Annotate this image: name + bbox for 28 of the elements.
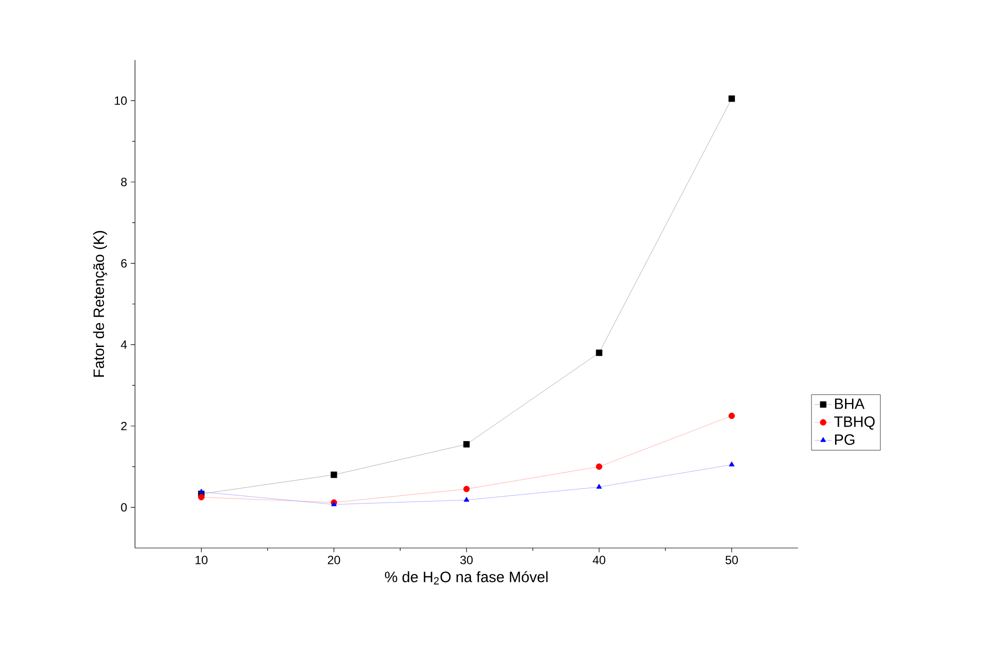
x-tick-label: 40 [592, 556, 606, 564]
point [330, 472, 338, 478]
legend-label: PG [835, 434, 854, 445]
point [728, 95, 735, 102]
y-tick-label: 0 [121, 503, 127, 512]
x-axis-title: % de H$_{2}$O na fase Móvel [384, 571, 548, 584]
point [728, 412, 735, 420]
y-tick-label: 2 [121, 422, 127, 430]
y-tick-label: 4 [120, 340, 127, 349]
point [596, 484, 602, 489]
y-axis-title: Fator de Retenção (K) [93, 231, 108, 377]
point [596, 350, 602, 356]
y-tick-label: 10 [114, 96, 127, 105]
legend-label: TBHQ [834, 416, 875, 430]
point [198, 488, 204, 494]
x-tick-label: 20 [328, 556, 340, 564]
x-tick-label: 30 [460, 556, 473, 564]
point [463, 486, 470, 492]
point [596, 463, 602, 470]
point [463, 441, 470, 448]
x-tick-label: 50 [726, 556, 738, 564]
legend-label: BHA [835, 398, 865, 409]
y-tick-label: 6 [121, 259, 127, 268]
point [464, 496, 470, 502]
x-tick-label: 10 [196, 556, 208, 564]
point [198, 494, 204, 500]
y-tick-label: 8 [121, 178, 127, 186]
point [728, 461, 734, 466]
